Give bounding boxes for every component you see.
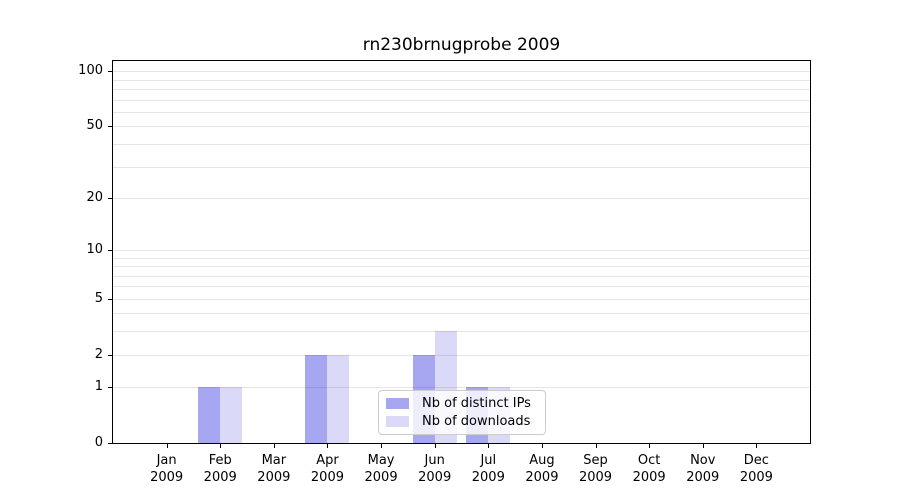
gridline-4 xyxy=(113,313,810,314)
gridline-3 xyxy=(113,331,810,332)
y-tick-label-100: 100 xyxy=(78,63,103,79)
legend-label-distinct-ips: Nb of distinct IPs xyxy=(422,396,531,411)
x-tick-mark-sep xyxy=(595,444,597,448)
x-tick-mark-nov xyxy=(702,444,704,448)
x-tick-year-nov: 2009 xyxy=(686,470,720,485)
x-tick-label-dec: Dec 2009 xyxy=(716,452,796,486)
y-tick-mark-2 xyxy=(108,354,112,356)
y-tick-mark-5 xyxy=(108,298,112,300)
x-tick-label-aug: Aug 2009 xyxy=(502,452,582,486)
gridline-8 xyxy=(113,266,810,267)
gridline-2 xyxy=(113,355,810,356)
y-tick-label-0: 0 xyxy=(94,435,103,450)
x-tick-year-jan: 2009 xyxy=(150,470,184,485)
y-tick-mark-10 xyxy=(108,249,112,251)
x-tick-label-feb: Feb 2009 xyxy=(180,452,260,486)
x-tick-label-jun: Jun 2009 xyxy=(395,452,475,486)
gridline-40 xyxy=(113,144,810,145)
x-tick-year-sep: 2009 xyxy=(578,470,613,485)
x-tick-mark-jul xyxy=(488,444,490,448)
x-tick-label-jul: Jul 2009 xyxy=(448,452,528,486)
x-tick-year-may: 2009 xyxy=(364,470,398,485)
x-tick-year-feb: 2009 xyxy=(203,470,237,485)
x-tick-year-aug: 2009 xyxy=(525,470,559,485)
gridline-50 xyxy=(113,126,810,127)
y-tick-mark-100 xyxy=(108,71,112,73)
gridline-80 xyxy=(113,89,810,90)
bar-downloads-apr xyxy=(327,354,350,443)
y-tick-label-10: 10 xyxy=(86,241,103,257)
x-tick-year-apr: 2009 xyxy=(310,470,344,485)
y-tick-mark-0 xyxy=(108,443,112,444)
x-tick-mark-feb xyxy=(220,444,222,448)
bar-downloads-feb xyxy=(220,387,243,443)
y-tick-mark-1 xyxy=(108,387,112,389)
x-tick-label-apr: Apr 2009 xyxy=(287,452,367,486)
gridline-1 xyxy=(113,387,810,388)
bar-distinct-ips-feb xyxy=(198,387,221,443)
x-tick-label-may: May 2009 xyxy=(341,452,421,486)
x-tick-mark-dec xyxy=(756,444,758,448)
legend-swatch-downloads xyxy=(386,416,409,427)
legend-entry-downloads: Nb of downloads xyxy=(379,414,545,429)
x-tick-label-mar: Mar 2009 xyxy=(234,452,314,486)
y-tick-label-20: 20 xyxy=(86,189,103,205)
gridline-5 xyxy=(113,299,810,300)
grid-layer xyxy=(113,61,810,443)
gridline-90 xyxy=(113,80,810,81)
legend-label-downloads: Nb of downloads xyxy=(422,414,531,429)
x-tick-mark-mar xyxy=(273,444,275,448)
chart-title: rn230brnugprobe 2009 xyxy=(362,35,561,55)
y-tick-label-2: 2 xyxy=(94,346,103,362)
x-tick-label-jan: Jan 2009 xyxy=(127,452,207,486)
gridline-6 xyxy=(113,286,810,287)
x-tick-year-jul: 2009 xyxy=(471,470,505,485)
x-tick-label-sep: Sep 2009 xyxy=(556,452,636,486)
x-tick-year-dec: 2009 xyxy=(739,470,773,485)
gridline-9 xyxy=(113,258,810,259)
y-tick-mark-50 xyxy=(108,126,112,128)
x-tick-mark-aug xyxy=(541,444,543,448)
x-tick-mark-apr xyxy=(327,444,329,448)
x-tick-label-oct: Oct 2009 xyxy=(609,452,689,486)
y-tick-mark-20 xyxy=(108,197,112,199)
x-tick-mark-jun xyxy=(434,444,436,448)
x-tick-label-nov: Nov 2009 xyxy=(663,452,743,486)
x-tick-mark-may xyxy=(381,444,383,448)
legend-entry-distinct-ips: Nb of distinct IPs xyxy=(379,396,545,411)
y-tick-label-1: 1 xyxy=(94,379,103,395)
bar-distinct-ips-apr xyxy=(305,354,328,443)
gridline-7 xyxy=(113,276,810,277)
x-tick-mark-jan xyxy=(166,444,168,448)
gridline-30 xyxy=(113,167,810,168)
gridline-10 xyxy=(113,250,810,251)
y-tick-label-50: 50 xyxy=(86,118,103,134)
gridline-70 xyxy=(113,100,810,101)
gridline-100 xyxy=(113,71,810,72)
legend: Nb of distinct IPs Nb of downloads xyxy=(378,390,546,435)
gridline-60 xyxy=(113,112,810,113)
plot-area xyxy=(112,60,811,444)
gridline-20 xyxy=(113,198,810,199)
x-tick-mark-oct xyxy=(649,444,651,448)
y-tick-label-5: 5 xyxy=(94,290,103,306)
x-tick-year-jun: 2009 xyxy=(418,470,452,485)
legend-swatch-distinct-ips xyxy=(386,398,409,409)
x-tick-year-oct: 2009 xyxy=(632,470,666,485)
x-tick-year-mar: 2009 xyxy=(257,470,291,485)
